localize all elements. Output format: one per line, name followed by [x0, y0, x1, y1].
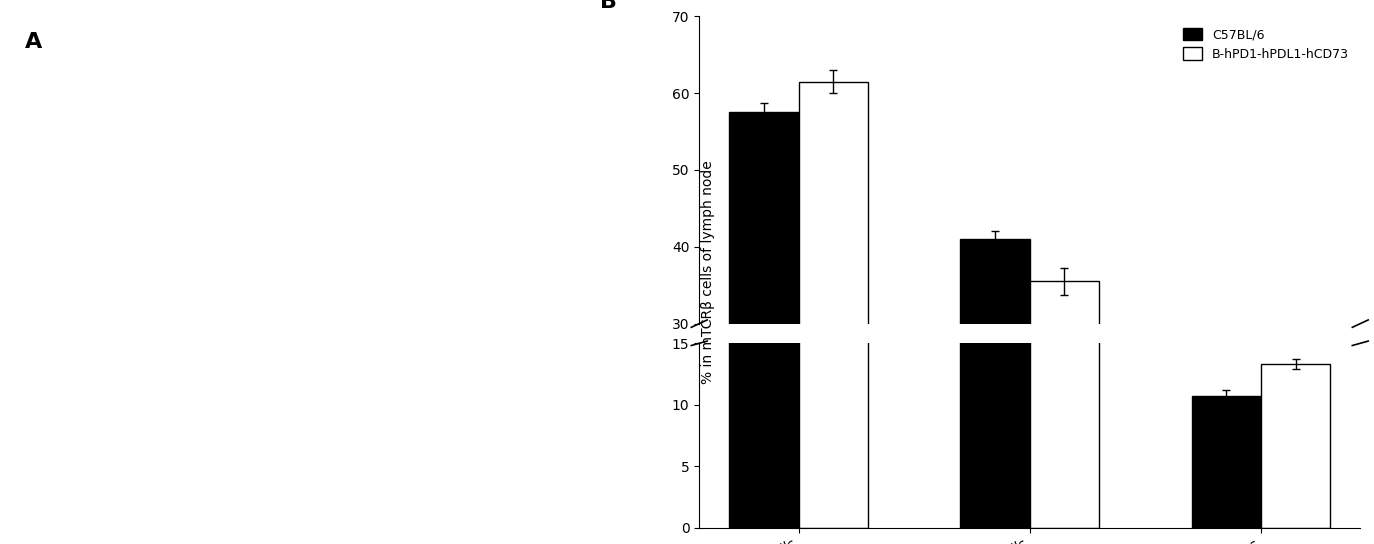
- Text: B: B: [600, 0, 617, 12]
- Bar: [1261, 452, 1330, 544]
- Bar: [960, 239, 1029, 544]
- Bar: [730, 0, 798, 528]
- Text: % in mTCRβ cells of lymph node: % in mTCRβ cells of lymph node: [701, 160, 714, 384]
- Bar: [798, 82, 868, 544]
- Bar: [1191, 396, 1261, 528]
- Bar: [1261, 364, 1330, 528]
- Bar: [730, 113, 798, 544]
- Bar: [960, 24, 1029, 528]
- Text: A: A: [25, 32, 43, 52]
- Bar: [1029, 91, 1099, 528]
- Bar: [798, 0, 868, 528]
- Bar: [1191, 472, 1261, 544]
- Bar: [1029, 281, 1099, 544]
- Legend: C57BL/6, B-hPD1-hPDL1-hCD73: C57BL/6, B-hPD1-hPDL1-hCD73: [1179, 22, 1353, 66]
